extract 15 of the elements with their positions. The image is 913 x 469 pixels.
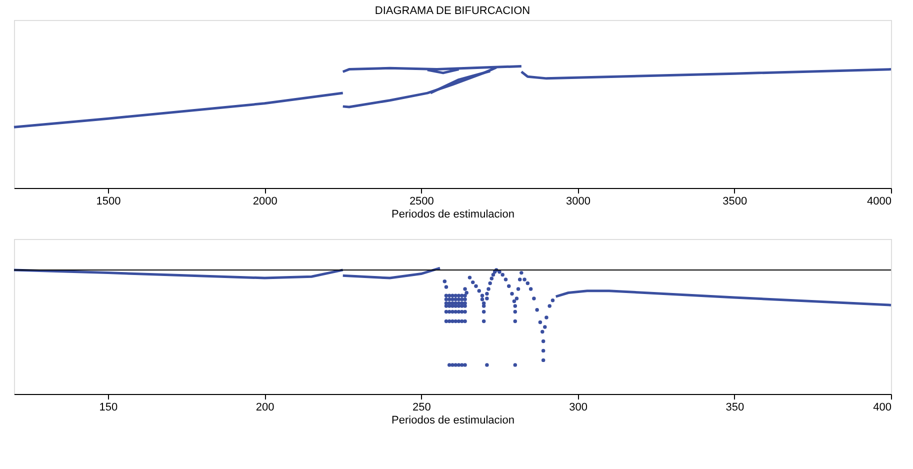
x-tick-label: 250 bbox=[412, 402, 431, 414]
x-tick-label: 4000 bbox=[867, 196, 892, 208]
x-tick-label: 3500 bbox=[722, 196, 748, 208]
x-tick-label: 400 bbox=[873, 402, 892, 414]
x-tick-label: 2500 bbox=[409, 196, 434, 208]
x-tick-label: 200 bbox=[256, 402, 274, 414]
x-tick-label: 3000 bbox=[566, 196, 591, 208]
x-axis-title: Periodos de estimulacion bbox=[392, 208, 514, 220]
chart-title: DIAGRAMA DE BIFURCACION bbox=[374, 5, 530, 17]
x-tick-label: 2000 bbox=[252, 196, 278, 208]
x-tick-label: 150 bbox=[99, 402, 118, 414]
x-axis-title: Periodos de estimulacion bbox=[392, 414, 514, 426]
x-tick-label: 1500 bbox=[96, 196, 121, 208]
x-tick-label: 300 bbox=[569, 402, 588, 414]
x-tick-label: 350 bbox=[726, 402, 744, 414]
